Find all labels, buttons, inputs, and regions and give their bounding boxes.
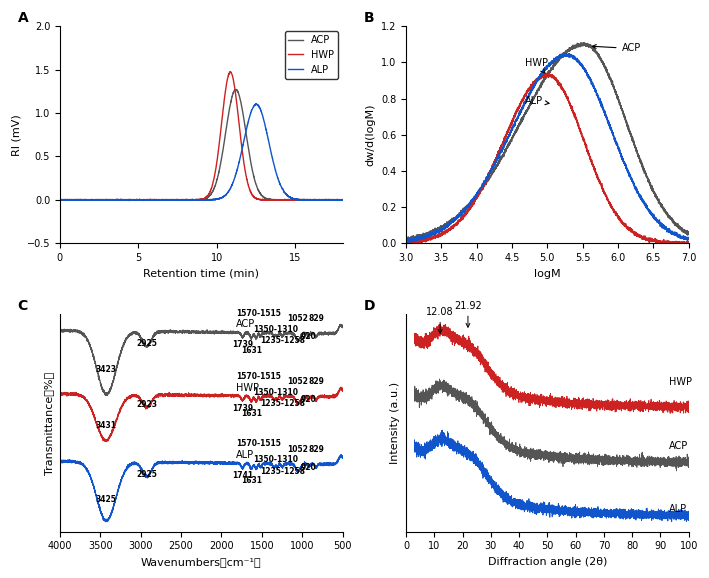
Text: 920: 920 (301, 332, 316, 341)
ALP (333, 197, 342, 203)
Text: 1235-1258: 1235-1258 (259, 467, 305, 476)
Text: 1052: 1052 (288, 377, 308, 386)
ACP (303, 197, 311, 203)
Text: ALP: ALP (236, 450, 254, 460)
Text: HWP: HWP (525, 58, 548, 73)
Text: 1739: 1739 (232, 403, 253, 413)
Text: 1570-1515: 1570-1515 (236, 439, 281, 449)
X-axis label: logM: logM (534, 269, 561, 279)
Text: 1350-1310: 1350-1310 (253, 324, 298, 334)
ACP (164, 197, 173, 203)
ALP (177, 197, 185, 203)
Text: ACP: ACP (236, 319, 255, 329)
ALP (338, 197, 347, 203)
Text: 1570-1515: 1570-1515 (236, 309, 281, 318)
Text: B: B (364, 11, 374, 25)
ACP (88, 197, 96, 203)
HWP (88, 197, 96, 203)
Legend: ACP, HWP, ALP: ACP, HWP, ALP (284, 31, 337, 79)
ACP (177, 196, 185, 203)
ACP (333, 197, 342, 203)
Text: 2923: 2923 (136, 401, 157, 409)
HWP (55, 197, 64, 203)
ALP (105, 197, 113, 203)
Text: HWP: HWP (236, 383, 259, 392)
HWP (106, 197, 114, 204)
ACP (139, 197, 147, 204)
Text: 1631: 1631 (241, 409, 262, 418)
Text: 12.08: 12.08 (426, 307, 454, 334)
Text: 1570-1515: 1570-1515 (236, 372, 281, 381)
Text: 1631: 1631 (241, 476, 262, 486)
Text: 1052: 1052 (288, 444, 308, 454)
Text: D: D (364, 299, 375, 313)
HWP (164, 197, 173, 203)
Text: ACP: ACP (669, 440, 688, 451)
Text: 920: 920 (301, 395, 316, 404)
HWP (177, 197, 185, 203)
Line: ACP: ACP (60, 90, 342, 201)
Y-axis label: dw/d(logM): dw/d(logM) (365, 103, 375, 166)
Text: 1350-1310: 1350-1310 (253, 388, 298, 397)
Text: 2925: 2925 (136, 470, 157, 479)
Y-axis label: RI (mV): RI (mV) (11, 114, 21, 155)
Text: 3423: 3423 (96, 365, 117, 373)
Y-axis label: Intensity (a.u.): Intensity (a.u.) (391, 382, 401, 464)
Text: 829: 829 (308, 377, 324, 386)
Text: C: C (18, 299, 28, 313)
Text: ALP: ALP (525, 96, 549, 106)
ACP (105, 197, 113, 203)
Text: 920: 920 (301, 462, 316, 472)
ACP (232, 86, 240, 93)
Text: ALP: ALP (669, 504, 687, 514)
Y-axis label: Transmittance（%）: Transmittance（%） (45, 372, 55, 475)
X-axis label: Wavenumbers（cm⁻¹）: Wavenumbers（cm⁻¹） (141, 557, 262, 567)
ALP (303, 197, 311, 204)
ALP (125, 197, 133, 204)
Text: 21.92: 21.92 (454, 301, 482, 327)
Text: 1052: 1052 (288, 314, 308, 323)
Line: ALP: ALP (60, 104, 342, 201)
ACP (55, 197, 64, 203)
Text: A: A (18, 11, 28, 25)
ACP (338, 197, 347, 203)
ALP (164, 197, 173, 203)
ALP (55, 197, 64, 203)
Line: HWP: HWP (60, 72, 342, 201)
HWP (333, 197, 342, 203)
Text: 1631: 1631 (241, 346, 262, 355)
Text: HWP: HWP (669, 377, 692, 387)
X-axis label: Diffraction angle (2θ): Diffraction angle (2θ) (488, 557, 607, 567)
X-axis label: Retention time (min): Retention time (min) (143, 269, 259, 279)
Text: 3425: 3425 (96, 495, 117, 504)
HWP (226, 68, 235, 75)
HWP (303, 197, 311, 203)
Text: 1741: 1741 (232, 471, 253, 480)
Text: 2925: 2925 (136, 339, 157, 349)
Text: 1235-1258: 1235-1258 (259, 399, 305, 409)
ALP (88, 197, 96, 203)
HWP (338, 197, 347, 203)
Text: 1350-1310: 1350-1310 (253, 455, 298, 464)
Text: 829: 829 (308, 444, 324, 454)
Text: 1739: 1739 (232, 340, 253, 349)
HWP (105, 197, 113, 203)
Text: 1235-1258: 1235-1258 (259, 336, 305, 345)
Text: 3431: 3431 (95, 421, 116, 431)
Text: ACP: ACP (592, 43, 641, 54)
Text: 829: 829 (308, 314, 324, 323)
ALP (252, 101, 260, 108)
